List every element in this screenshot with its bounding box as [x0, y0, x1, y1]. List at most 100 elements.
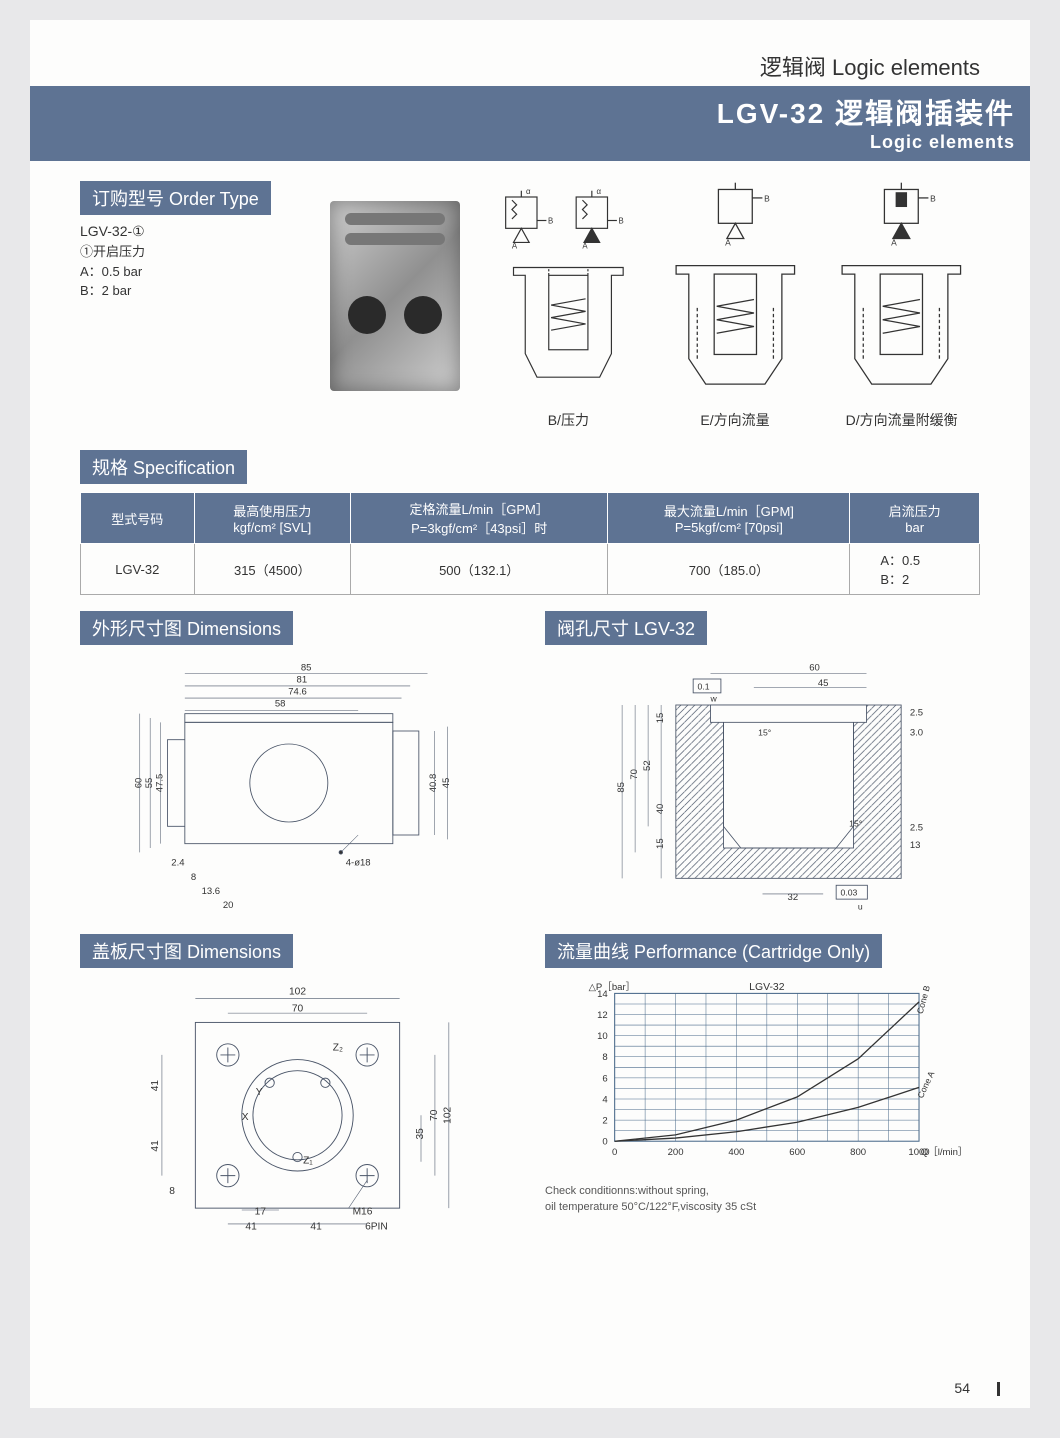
svg-text:α: α: [526, 187, 531, 196]
svg-text:4-ø18: 4-ø18: [346, 857, 371, 868]
svg-text:15: 15: [655, 838, 666, 849]
chart-note-1: Check conditionns:without spring,: [545, 1185, 980, 1197]
svg-text:10: 10: [597, 1031, 608, 1042]
svg-text:A: A: [892, 237, 898, 247]
svg-text:B: B: [930, 193, 936, 203]
bore-drawing: 60 45 0.1 w 85 70 52 40 15 15: [545, 653, 980, 913]
svg-text:70: 70: [429, 1109, 440, 1121]
svg-text:41: 41: [245, 1222, 257, 1233]
svg-text:102: 102: [443, 1106, 454, 1123]
svg-text:2: 2: [602, 1116, 607, 1127]
svg-text:2.5: 2.5: [910, 707, 923, 718]
header-band: LGV-32 逻辑阀插装件 Logic elements: [30, 86, 1030, 161]
table-row: LGV-32 315（4500） 500（132.1） 700（185.0） A…: [81, 544, 980, 595]
svg-text:w: w: [710, 694, 718, 704]
svg-text:X: X: [242, 1112, 249, 1123]
svg-text:55: 55: [144, 778, 155, 789]
svg-text:47.5: 47.5: [154, 774, 165, 793]
svg-text:u: u: [858, 902, 863, 912]
svg-text:α: α: [597, 187, 602, 196]
spec-col-rated: 定格流量L/min［GPM］P=3kgf/cm²［43psi］时: [350, 493, 607, 544]
spec-heading: 规格 Specification: [80, 450, 247, 484]
svg-text:35: 35: [415, 1128, 426, 1140]
svg-text:60: 60: [134, 778, 145, 789]
svg-text:13.6: 13.6: [202, 886, 221, 897]
svg-text:41: 41: [150, 1080, 161, 1092]
symbol-b-caption: B/压力: [490, 410, 647, 430]
svg-text:52: 52: [642, 760, 653, 771]
svg-text:13: 13: [910, 840, 921, 851]
svg-text:6: 6: [602, 1073, 607, 1084]
spec-col-max: 最大流量L/min［GPM]P=5kgf/cm² [70psi]: [608, 493, 850, 544]
spec-col-crack: 启流压力bar: [850, 493, 980, 544]
svg-text:0: 0: [612, 1147, 617, 1158]
order-option-a: A：0.5 bar: [80, 262, 300, 282]
svg-text:3.0: 3.0: [910, 727, 923, 738]
symbol-e-caption: E/方向流量: [657, 410, 814, 430]
spec-col-pmax: 最高使用压力kgf/cm² [SVL]: [194, 493, 350, 544]
symbol-b-icon: α A B α A B: [490, 181, 647, 401]
performance-heading: 流量曲线 Performance (Cartridge Only): [545, 934, 882, 968]
svg-text:15°: 15°: [849, 818, 862, 828]
svg-text:85: 85: [301, 662, 312, 673]
svg-text:A: A: [512, 242, 518, 251]
svg-text:8: 8: [169, 1186, 175, 1197]
svg-text:17: 17: [255, 1207, 267, 1218]
svg-text:32: 32: [788, 892, 799, 903]
svg-text:41: 41: [150, 1140, 161, 1152]
breadcrumb: 逻辑阀 Logic elements: [80, 50, 980, 82]
svg-text:2.5: 2.5: [910, 823, 923, 834]
svg-text:800: 800: [850, 1147, 866, 1158]
order-type-heading: 订购型号 Order Type: [80, 181, 271, 215]
svg-text:600: 600: [789, 1147, 805, 1158]
svg-text:Z₂: Z₂: [333, 1042, 343, 1053]
svg-text:B: B: [548, 217, 553, 226]
svg-text:70: 70: [629, 769, 640, 780]
chart-note-2: oil temperature 50°C/122°F,viscosity 35 …: [545, 1201, 980, 1213]
svg-text:0.03: 0.03: [841, 888, 858, 898]
schematic-diagrams: α A B α A B: [490, 181, 980, 430]
spec-col-model: 型式号码: [81, 493, 195, 544]
svg-text:400: 400: [728, 1147, 744, 1158]
svg-text:0.1: 0.1: [698, 681, 710, 691]
svg-text:Z₁: Z₁: [303, 1156, 313, 1167]
svg-text:41: 41: [310, 1222, 322, 1233]
svg-text:40.8: 40.8: [428, 774, 439, 793]
svg-text:0: 0: [602, 1137, 607, 1148]
svg-text:102: 102: [289, 987, 306, 998]
page-title: LGV-32 逻辑阀插装件: [45, 92, 1015, 132]
svg-text:200: 200: [668, 1147, 684, 1158]
symbol-d-caption: D/方向流量附缓衡: [823, 410, 980, 430]
svg-text:A: A: [582, 242, 588, 251]
svg-text:15: 15: [655, 713, 666, 724]
symbol-d-icon: A B: [823, 181, 980, 401]
dimensions-drawing: 85 81 74.6 58 60 55 47.5 40.: [80, 653, 515, 913]
svg-text:6PIN: 6PIN: [365, 1222, 388, 1233]
svg-text:8: 8: [191, 872, 196, 883]
svg-text:20: 20: [223, 900, 234, 911]
page-number: 54: [954, 1380, 970, 1396]
svg-text:Y: Y: [256, 1087, 263, 1098]
svg-text:60: 60: [809, 662, 820, 673]
svg-text:58: 58: [275, 699, 286, 710]
svg-text:8: 8: [602, 1052, 607, 1063]
svg-text:40: 40: [655, 804, 666, 815]
bore-heading: 阀孔尺寸 LGV-32: [545, 611, 707, 645]
svg-text:Cone A: Cone A: [915, 1069, 936, 1099]
svg-text:85: 85: [616, 782, 627, 793]
spec-table: 型式号码 最高使用压力kgf/cm² [SVL] 定格流量L/min［GPM］P…: [80, 492, 980, 595]
svg-text:Cone B: Cone B: [915, 984, 932, 1015]
order-note-heading: ①开启压力: [80, 242, 300, 262]
svg-text:12: 12: [597, 1010, 608, 1021]
cover-heading: 盖板尺寸图 Dimensions: [80, 934, 293, 968]
cover-drawing: Z₂ Z₁ Y X 102 70 41 41 8: [80, 976, 515, 1236]
svg-text:81: 81: [297, 674, 308, 685]
symbol-e-icon: A B: [657, 181, 814, 401]
svg-text:2.4: 2.4: [171, 857, 185, 868]
svg-text:B: B: [764, 193, 770, 203]
order-code: LGV-32-①: [80, 223, 300, 240]
svg-text:74.6: 74.6: [288, 687, 307, 698]
performance-chart: 0200400600800100002468101214△P［bar］Q［l/m…: [545, 976, 980, 1213]
svg-text:△P［bar］: △P［bar］: [589, 982, 636, 993]
svg-text:70: 70: [292, 1003, 304, 1014]
